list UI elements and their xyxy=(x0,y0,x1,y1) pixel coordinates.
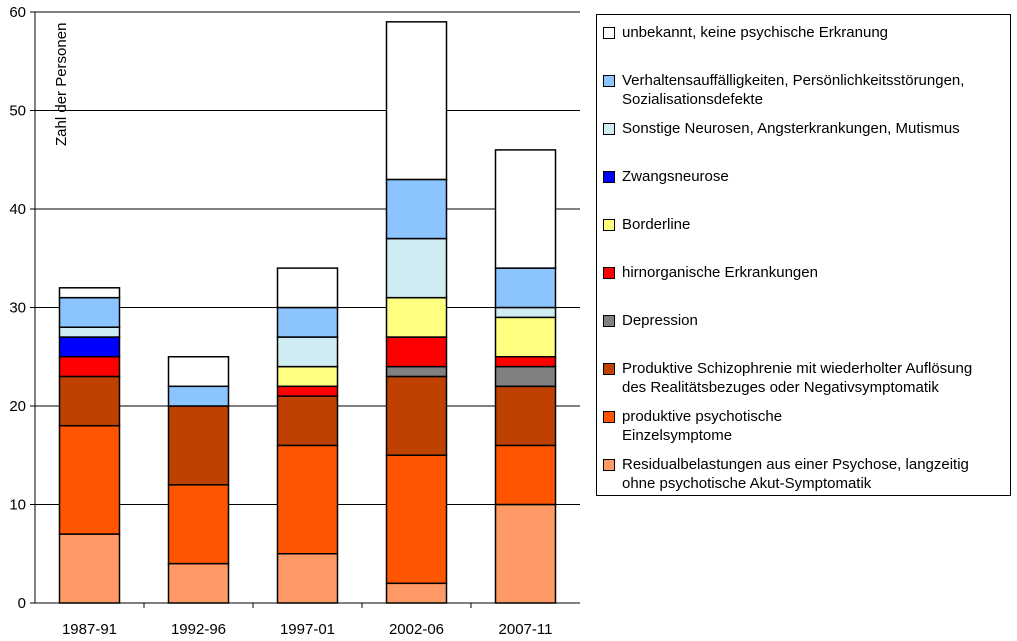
x-tick-label: 1992-96 xyxy=(171,621,226,638)
x-tick-label: 1987-91 xyxy=(62,621,117,638)
bar-segment xyxy=(494,149,557,269)
bar-segment xyxy=(58,375,121,427)
bar-segment xyxy=(167,356,230,388)
legend-label: Produktive Schizophrenie mit wiederholte… xyxy=(622,360,973,396)
legend: unbekannt, keine psychische Erkranung Ve… xyxy=(596,14,1011,496)
legend-swatch xyxy=(603,363,615,375)
bar-segment xyxy=(58,533,121,604)
legend-swatch xyxy=(603,459,615,471)
bar-segment xyxy=(494,365,557,388)
bar-segment xyxy=(276,365,339,388)
legend-label: Verhaltensauffälligkeiten, Persönlichkei… xyxy=(622,72,965,108)
y-tick-label: 60 xyxy=(9,4,26,21)
bar-segment xyxy=(276,553,339,604)
legend-label: Sonstige Neurosen, Angsterkrankungen, Mu… xyxy=(622,120,960,137)
bar-segment xyxy=(58,326,121,338)
bar-segment xyxy=(385,336,448,368)
legend-swatch xyxy=(603,27,615,39)
y-tick-label: 40 xyxy=(9,201,26,218)
bar-segment xyxy=(276,385,339,397)
legend-label: Depression xyxy=(622,312,698,329)
bar-segment xyxy=(276,444,339,555)
bar-segment xyxy=(494,385,557,447)
x-tick-label: 2007-11 xyxy=(499,621,553,638)
bar-segment xyxy=(494,267,557,309)
bar-segment xyxy=(385,178,448,240)
bar-segment xyxy=(167,385,230,407)
y-tick-label: 50 xyxy=(9,103,26,120)
y-tick-label: 30 xyxy=(9,300,26,317)
x-tick-label: 1997-01 xyxy=(280,621,335,638)
legend-swatch xyxy=(603,315,615,327)
bar-segment xyxy=(494,444,557,506)
bar-segment xyxy=(58,296,121,328)
legend-swatch xyxy=(603,267,615,279)
legend-swatch xyxy=(603,75,615,87)
bar-segment xyxy=(385,582,448,604)
bar-segment xyxy=(494,356,557,368)
bar-segment xyxy=(385,237,448,299)
legend-swatch xyxy=(603,171,615,183)
legend-label: hirnorganische Erkrankungen xyxy=(622,264,818,281)
bar-segment xyxy=(385,365,448,378)
y-axis-label: Zahl der Personen xyxy=(53,23,70,146)
legend-label: Borderline xyxy=(622,216,691,233)
bar-segment xyxy=(58,287,121,299)
bar-segment xyxy=(58,356,121,378)
bar-segment xyxy=(494,306,557,319)
y-tick-label: 10 xyxy=(9,497,26,514)
bar-segment xyxy=(167,484,230,565)
x-tick-label: 2002-06 xyxy=(389,621,444,638)
legend-label: unbekannt, keine psychische Erkranung xyxy=(622,24,889,41)
bar-segment xyxy=(385,454,448,585)
legend-swatch xyxy=(603,411,615,423)
bar-segment xyxy=(167,405,230,486)
bar-segment xyxy=(385,21,448,181)
bar-segment xyxy=(58,424,121,535)
legend-swatch xyxy=(603,219,615,231)
legend-label: produktive psychotische Einzelsymptome xyxy=(622,408,783,444)
legend-label: Zwangsneurose xyxy=(622,168,729,185)
bar-segment xyxy=(167,562,230,604)
bar-segment xyxy=(276,306,339,338)
bar-segment xyxy=(276,336,339,368)
legend-label: Residualbelastungen aus einer Psychose, … xyxy=(622,456,969,492)
y-tick-label: 20 xyxy=(9,398,26,415)
bar-segment xyxy=(276,267,339,309)
bar-segment xyxy=(385,296,448,338)
bar-segment xyxy=(385,375,448,457)
legend-swatch xyxy=(603,123,615,135)
bar-segment xyxy=(58,336,121,358)
bar-segment xyxy=(276,395,339,447)
y-tick-label: 0 xyxy=(18,595,26,612)
bar-segment xyxy=(494,503,557,604)
bar-segment xyxy=(494,316,557,358)
